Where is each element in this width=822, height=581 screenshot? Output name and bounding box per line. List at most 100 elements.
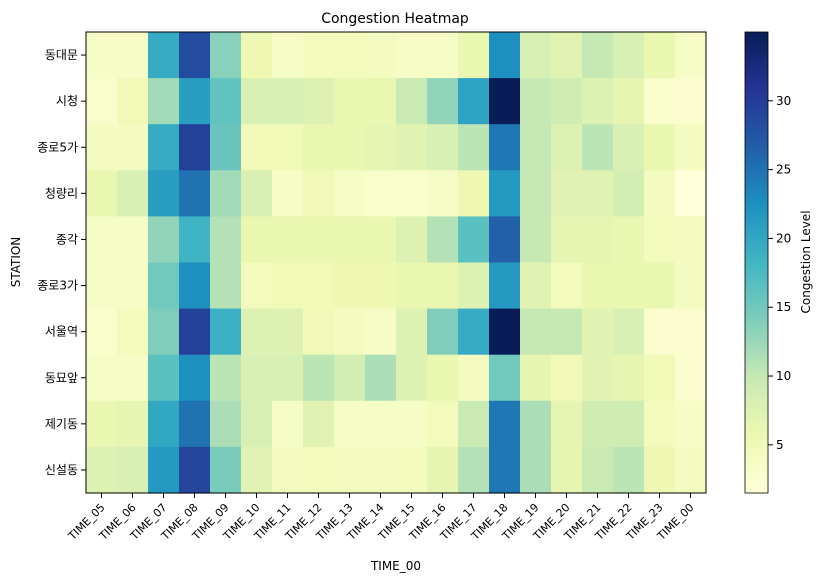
y-tick-label: 청량리	[45, 186, 78, 200]
heatmap-cell	[117, 308, 149, 356]
heatmap-cell	[365, 170, 397, 217]
heatmap-cell	[582, 262, 614, 310]
heatmap-cell	[520, 124, 552, 171]
heatmap-cell	[241, 308, 273, 356]
heatmap-cell	[520, 400, 552, 448]
heatmap-cell	[241, 354, 273, 402]
heatmap-cell	[210, 354, 242, 402]
heatmap-cell	[210, 262, 242, 310]
heatmap-cell	[365, 262, 397, 310]
heatmap-cell	[427, 354, 459, 402]
heatmap-cell	[334, 124, 366, 171]
heatmap-cell	[582, 170, 614, 217]
heatmap-cell	[86, 32, 118, 79]
heatmap-cell	[148, 32, 180, 79]
heatmap-cell	[551, 216, 583, 264]
heatmap-cell	[675, 32, 707, 79]
heatmap-cell	[334, 32, 366, 79]
heatmap-cell	[396, 308, 428, 356]
heatmap-cell	[644, 400, 676, 448]
heatmap-cell	[489, 170, 521, 217]
heatmap-cell	[334, 354, 366, 402]
heatmap-cell	[396, 78, 428, 125]
heatmap-cell	[427, 124, 459, 171]
heatmap-cell	[148, 354, 180, 402]
colorbar-tick-label: 20	[776, 231, 791, 245]
heatmap-cell	[427, 308, 459, 356]
heatmap-cell	[396, 124, 428, 171]
heatmap-cell	[117, 400, 149, 448]
heatmap-cell	[241, 124, 273, 171]
heatmap-cell	[272, 446, 304, 494]
heatmap-cell	[210, 400, 242, 448]
heatmap-cell	[520, 262, 552, 310]
chart-title: Congestion Heatmap	[321, 11, 469, 27]
heatmap-cell	[179, 400, 211, 448]
y-tick-label: 동묘앞	[45, 371, 78, 385]
heatmap-cell	[148, 216, 180, 264]
heatmap-cell	[396, 262, 428, 310]
heatmap-cell	[613, 170, 645, 217]
heatmap-cell	[613, 32, 645, 79]
heatmap-cell	[551, 124, 583, 171]
heatmap-cell	[520, 354, 552, 402]
heatmap-cell	[551, 262, 583, 310]
heatmap-cell	[272, 32, 304, 79]
heatmap-cell	[272, 354, 304, 402]
heatmap-cell	[396, 446, 428, 494]
heatmap-cell	[117, 78, 149, 125]
heatmap-cell	[117, 216, 149, 264]
heatmap-cell	[396, 32, 428, 79]
heatmap-cell	[365, 216, 397, 264]
heatmap-cell	[303, 124, 335, 171]
heatmap-cell	[334, 262, 366, 310]
heatmap-cell	[458, 78, 490, 125]
heatmap-cell	[489, 262, 521, 310]
heatmap-cell	[148, 124, 180, 171]
heatmap-cell	[551, 32, 583, 79]
heatmap-cell	[551, 400, 583, 448]
heatmap-cell	[551, 78, 583, 125]
heatmap-cell	[675, 400, 707, 448]
heatmap-cell	[644, 124, 676, 171]
heatmap-cell	[148, 78, 180, 125]
heatmap-cell	[303, 446, 335, 494]
heatmap-cell	[179, 216, 211, 264]
heatmap-cell	[334, 308, 366, 356]
heatmap-cell	[458, 354, 490, 402]
heatmap-cell	[303, 308, 335, 356]
y-tick-label: 종로5가	[37, 140, 78, 154]
heatmap-cell	[675, 124, 707, 171]
heatmap-cell	[551, 170, 583, 217]
heatmap-cell	[427, 262, 459, 310]
colorbar	[744, 31, 769, 494]
heatmap-cell	[458, 446, 490, 494]
heatmap-cell	[427, 78, 459, 125]
y-tick-label: 종로3가	[37, 279, 78, 293]
heatmap-cell	[179, 262, 211, 310]
heatmap-cell	[365, 400, 397, 448]
heatmap-cell	[272, 308, 304, 356]
heatmap-cell	[210, 446, 242, 494]
heatmap-cell	[272, 400, 304, 448]
heatmap-cells	[86, 32, 707, 494]
heatmap-cell	[427, 32, 459, 79]
colorbar-label: Congestion Level	[799, 210, 813, 313]
heatmap-cell	[86, 354, 118, 402]
heatmap-cell	[613, 216, 645, 264]
heatmap-cell	[303, 354, 335, 402]
heatmap-cell	[365, 124, 397, 171]
heatmap-cell	[427, 170, 459, 217]
heatmap-cell	[86, 78, 118, 125]
heatmap-cell	[644, 32, 676, 79]
heatmap-cell	[303, 216, 335, 264]
heatmap-cell	[179, 354, 211, 402]
heatmap-cell	[458, 216, 490, 264]
heatmap-cell	[179, 124, 211, 171]
heatmap-cell	[334, 170, 366, 217]
heatmap-cell	[303, 32, 335, 79]
x-axis-label: TIME_00	[370, 559, 421, 573]
colorbar-ticks: 5 10 15 20 25 30	[768, 94, 791, 452]
heatmap-cell	[675, 262, 707, 310]
